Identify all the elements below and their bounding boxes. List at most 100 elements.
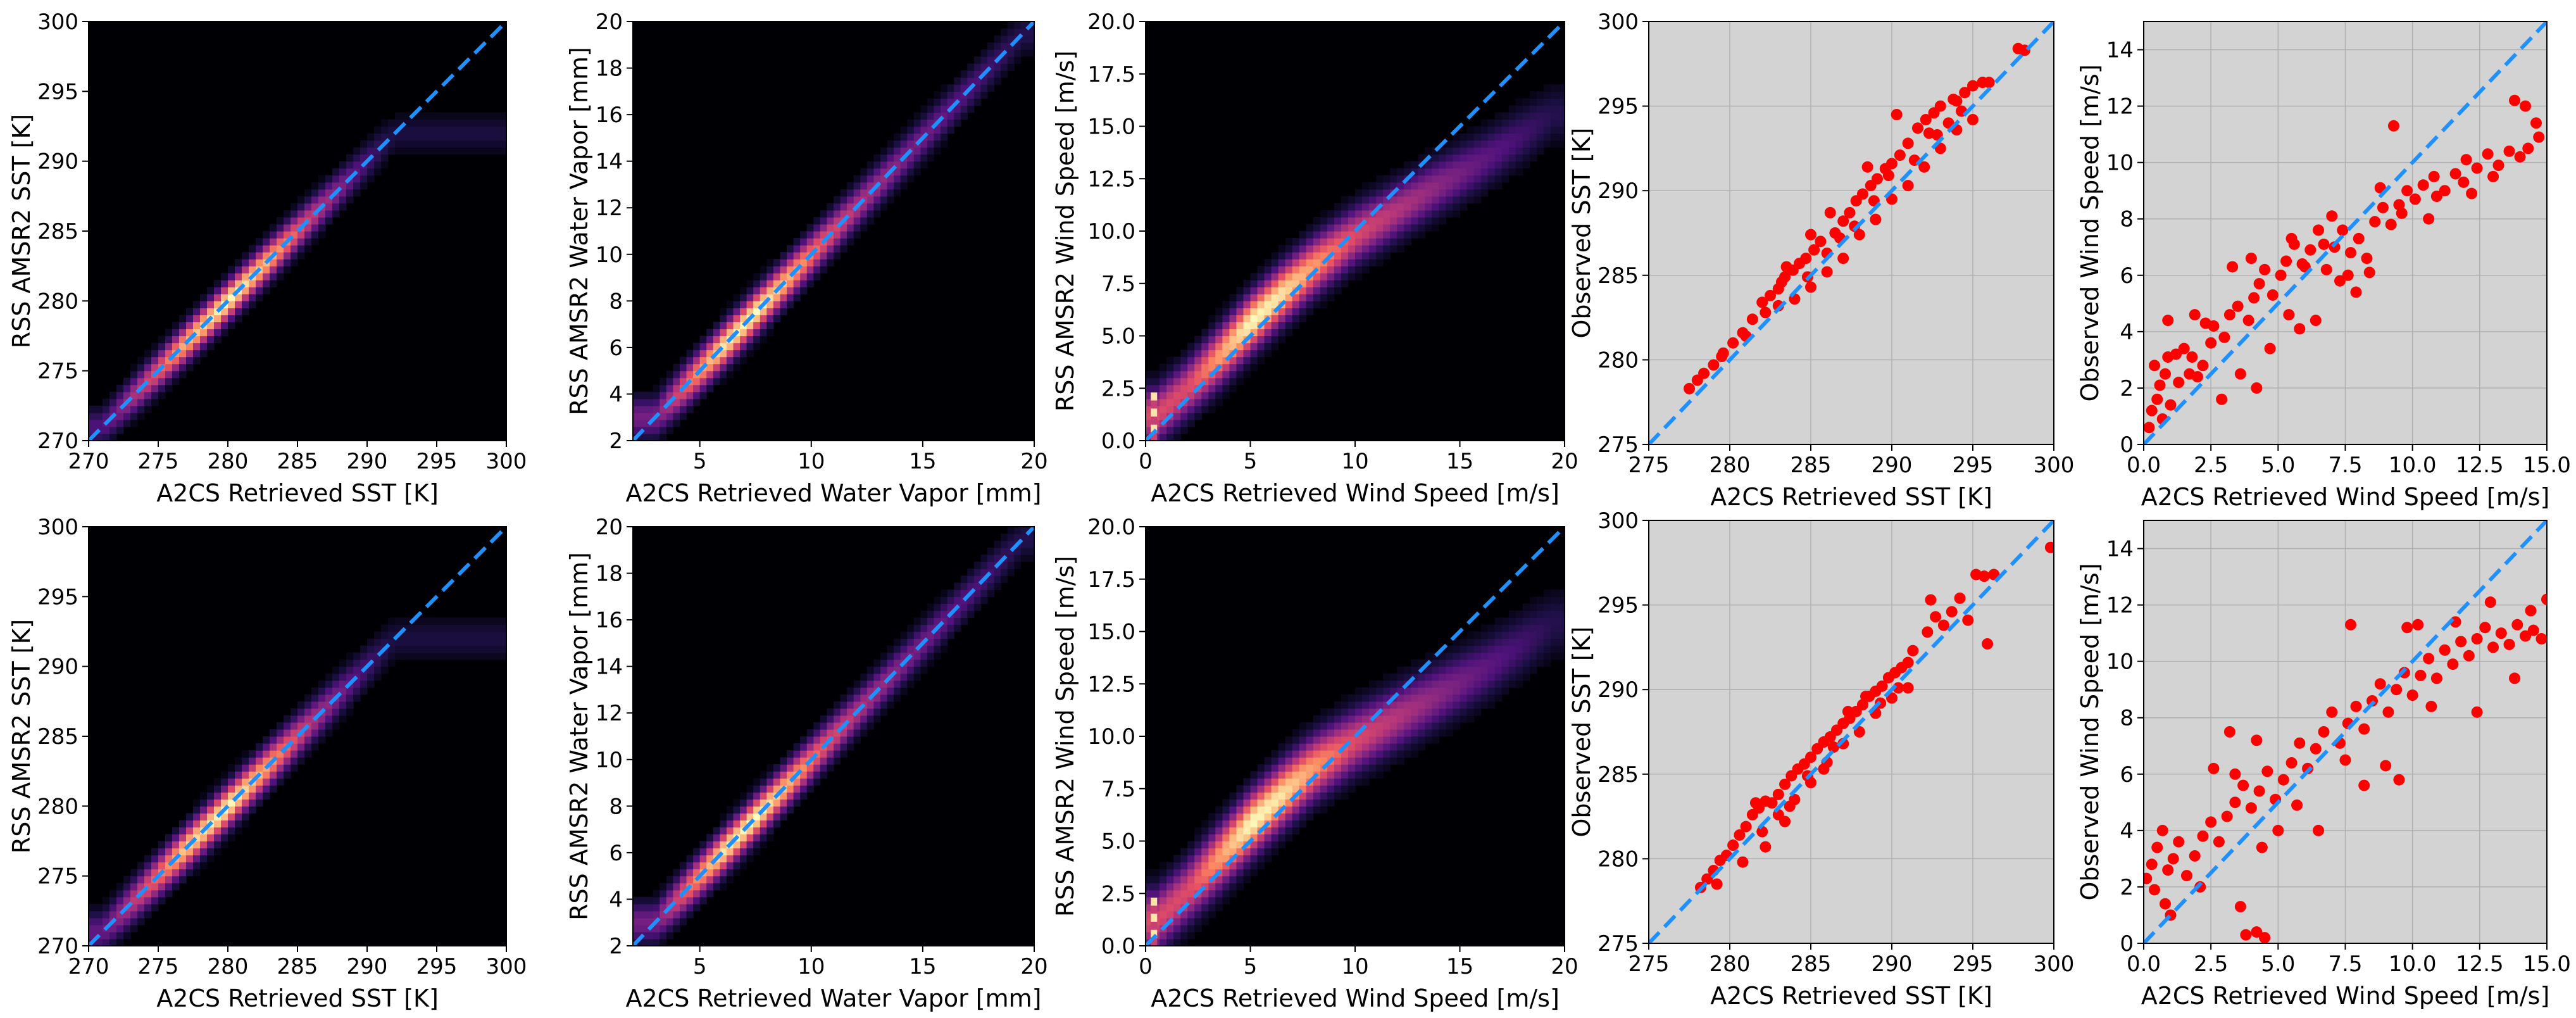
heatmap-cell xyxy=(242,266,249,273)
heatmap-cell xyxy=(653,398,660,406)
heatmap-cell xyxy=(1160,426,1167,434)
heatmap-cell xyxy=(1404,196,1411,204)
heatmap-cell xyxy=(941,624,948,632)
heatmap-cell xyxy=(1557,84,1565,92)
scatter-point xyxy=(2253,785,2265,797)
y-axis-label: Observed SST [K] xyxy=(1568,626,1596,837)
heatmap-cell xyxy=(151,862,159,870)
heatmap-cell xyxy=(1187,876,1195,884)
heatmap-cell xyxy=(96,903,103,912)
heatmap-cell xyxy=(1320,799,1328,807)
heatmap-cell xyxy=(402,112,410,120)
heatmap-cell xyxy=(200,862,208,870)
heatmap-cell xyxy=(646,917,654,926)
heatmap-cell xyxy=(646,398,654,406)
heatmap-cell xyxy=(1229,336,1237,344)
scatter-point xyxy=(2242,315,2254,327)
heatmap-cell xyxy=(1487,673,1496,681)
heatmap-cell xyxy=(941,638,948,646)
one-to-one-line xyxy=(633,527,1034,946)
heatmap-cell xyxy=(193,336,201,344)
scatter-point xyxy=(1805,751,1816,764)
heatmap-cell xyxy=(800,764,808,772)
heatmap-cell xyxy=(1501,133,1510,141)
heatmap-cell xyxy=(346,701,354,709)
heatmap-cell xyxy=(1453,708,1461,716)
heatmap-cell xyxy=(973,77,982,85)
heatmap-cell xyxy=(1515,112,1523,120)
heatmap-cell xyxy=(880,168,888,176)
plot-content xyxy=(1649,22,2054,444)
heatmap-cell xyxy=(1411,666,1418,674)
heatmap-cell xyxy=(780,813,787,820)
heatmap-cell xyxy=(1383,182,1391,190)
y-tick-label: 6 xyxy=(609,336,623,361)
heatmap-cell xyxy=(1390,743,1397,751)
heatmap-cell xyxy=(291,764,298,772)
heatmap-cell xyxy=(221,322,228,330)
heatmap-cell xyxy=(780,778,787,786)
heatmap-cell xyxy=(713,827,720,835)
heatmap-cell xyxy=(360,147,368,155)
heatmap-cell xyxy=(186,855,194,863)
heatmap-cell xyxy=(660,377,667,386)
heatmap-cell xyxy=(1355,231,1363,239)
y-axis-label: RSS AMSR2 Water Vapor [mm] xyxy=(565,47,593,415)
heatmap-cell xyxy=(1257,792,1265,800)
heatmap-cell xyxy=(465,112,472,120)
heatmap-cell xyxy=(179,876,187,884)
heatmap-cell xyxy=(853,736,861,744)
heatmap-cell xyxy=(437,624,444,632)
heatmap-cell xyxy=(860,217,868,225)
heatmap-cell xyxy=(1257,855,1265,863)
scatter-point xyxy=(2350,286,2362,298)
heatmap-cell xyxy=(1278,757,1286,765)
scatter-point xyxy=(1983,77,1995,89)
heatmap-cell xyxy=(109,903,117,912)
y-tick-label: 275 xyxy=(1597,931,1639,957)
heatmap-cell xyxy=(853,722,861,730)
heatmap-cell xyxy=(193,329,201,337)
heatmap-cell xyxy=(116,419,124,427)
heatmap-cell xyxy=(1383,743,1391,751)
heatmap-cell xyxy=(249,259,256,267)
heatmap-cell xyxy=(813,778,821,786)
heatmap-cell xyxy=(1201,356,1209,365)
heatmap-cell xyxy=(1208,848,1216,856)
heatmap-cell xyxy=(1557,140,1565,148)
scatter-point xyxy=(2245,253,2257,265)
heatmap-cell xyxy=(1285,273,1293,280)
heatmap-cell xyxy=(773,315,781,323)
heatmap-cell xyxy=(89,924,96,933)
heatmap-cell xyxy=(1229,329,1237,337)
heatmap-cell xyxy=(860,729,868,737)
x-tick-label: 280 xyxy=(208,449,249,474)
heatmap-cell xyxy=(760,266,767,273)
y-tick-label: 280 xyxy=(37,794,78,819)
heatmap-cell xyxy=(1236,820,1244,828)
heatmap-cell xyxy=(753,827,761,835)
heatmap-cell xyxy=(960,105,968,113)
y-tick-label: 4 xyxy=(2120,320,2134,345)
heatmap-cell xyxy=(1187,419,1195,427)
heatmap-cell xyxy=(116,938,124,946)
heatmap-cell xyxy=(800,757,808,765)
heatmap-cell xyxy=(1543,631,1551,639)
heatmap-cell xyxy=(766,785,774,793)
heatmap-cell xyxy=(103,910,110,919)
heatmap-cell xyxy=(1390,715,1397,723)
heatmap-cell xyxy=(109,433,117,441)
heatmap-cell xyxy=(1529,105,1537,113)
heatmap-cell xyxy=(713,370,720,379)
heatmap-cell xyxy=(1446,645,1454,653)
heatmap-cell xyxy=(1341,736,1349,744)
heatmap-cell xyxy=(1432,659,1439,667)
heatmap-cell xyxy=(1320,238,1328,246)
heatmap-cell xyxy=(1446,182,1454,190)
heatmap-cell xyxy=(325,722,333,730)
heatmap-cell xyxy=(1243,315,1251,323)
heatmap-cell xyxy=(1146,896,1153,905)
heatmap-cell xyxy=(666,405,673,413)
heatmap-cell xyxy=(1418,715,1425,723)
heatmap-cell xyxy=(1264,294,1272,301)
